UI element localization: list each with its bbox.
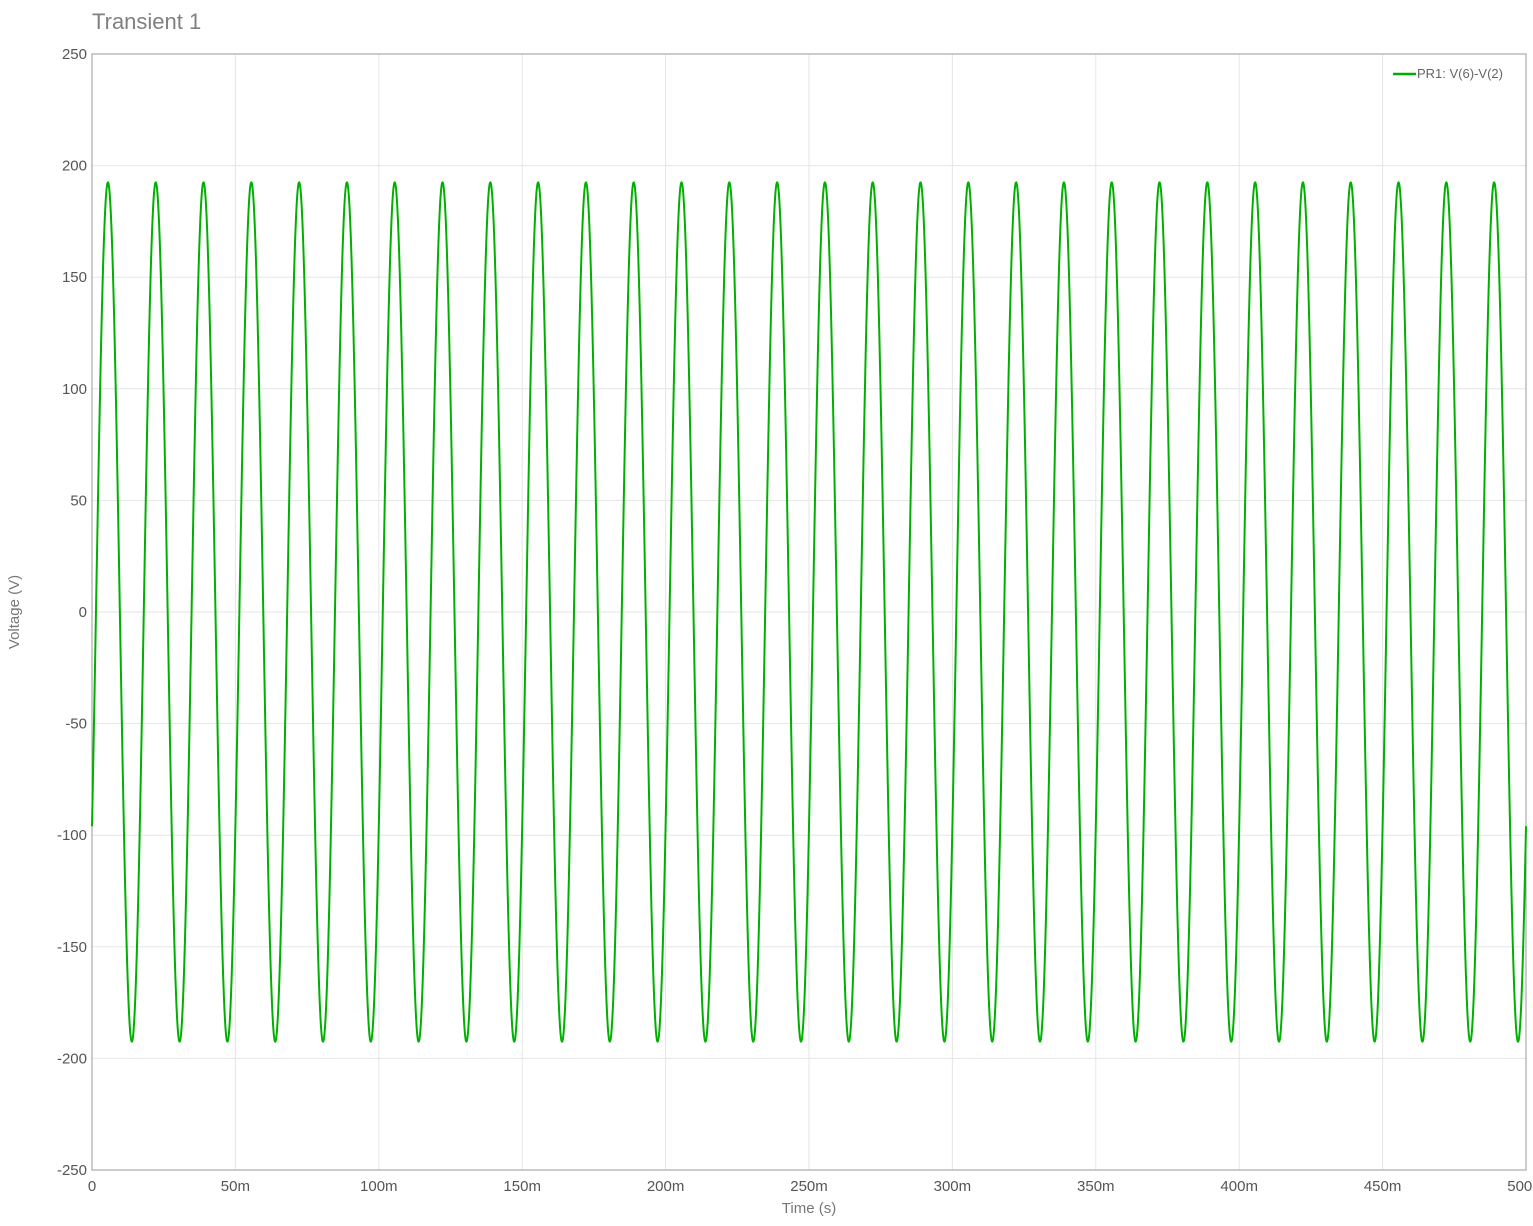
x-axis-label: Time (s)	[782, 1200, 836, 1217]
x-tick-label: 200m	[647, 1178, 685, 1195]
legend[interactable]: PR1: V(6)-V(2)	[1393, 66, 1503, 81]
x-tick-label: 300m	[934, 1178, 972, 1195]
x-tick-label: 250m	[790, 1178, 828, 1195]
chart-title: Transient 1	[92, 9, 201, 34]
y-tick-label: 100	[62, 381, 87, 398]
y-tick-label: -250	[57, 1162, 87, 1179]
y-tick-label: 250	[62, 46, 87, 63]
x-tick-label: 500m	[1507, 1178, 1533, 1195]
y-tick-label: 0	[79, 604, 87, 621]
y-tick-label: -100	[57, 827, 87, 844]
y-tick-label: 200	[62, 158, 87, 175]
x-axis-ticks: 0 50m 100m 150m 200m 250m 300m 350m 400m 450m 500m	[88, 1178, 1533, 1195]
x-tick-label: 350m	[1077, 1178, 1115, 1195]
legend-label: PR1: V(6)-V(2)	[1417, 66, 1503, 81]
x-tick-label: 50m	[221, 1178, 250, 1195]
grid	[91, 53, 1527, 1171]
x-tick-label: 400m	[1220, 1178, 1258, 1195]
y-tick-label: -150	[57, 939, 87, 956]
y-tick-label: 50	[70, 492, 87, 509]
y-tick-label: -50	[65, 716, 87, 733]
y-axis-ticks: 250 200 150 100 50 0 -50 -100 -150 -200 -250	[57, 46, 87, 1179]
plot-frame	[91, 53, 1527, 1171]
x-tick-label: 150m	[503, 1178, 541, 1195]
series-line	[91, 181, 1527, 1043]
y-axis-label: Voltage (V)	[6, 575, 23, 649]
x-tick-label: 100m	[360, 1178, 398, 1195]
y-tick-label: 150	[62, 269, 87, 286]
series-layer	[91, 181, 1527, 1043]
y-tick-label: -200	[57, 1050, 87, 1067]
x-tick-label: 0	[88, 1178, 96, 1195]
x-tick-label: 450m	[1364, 1178, 1402, 1195]
